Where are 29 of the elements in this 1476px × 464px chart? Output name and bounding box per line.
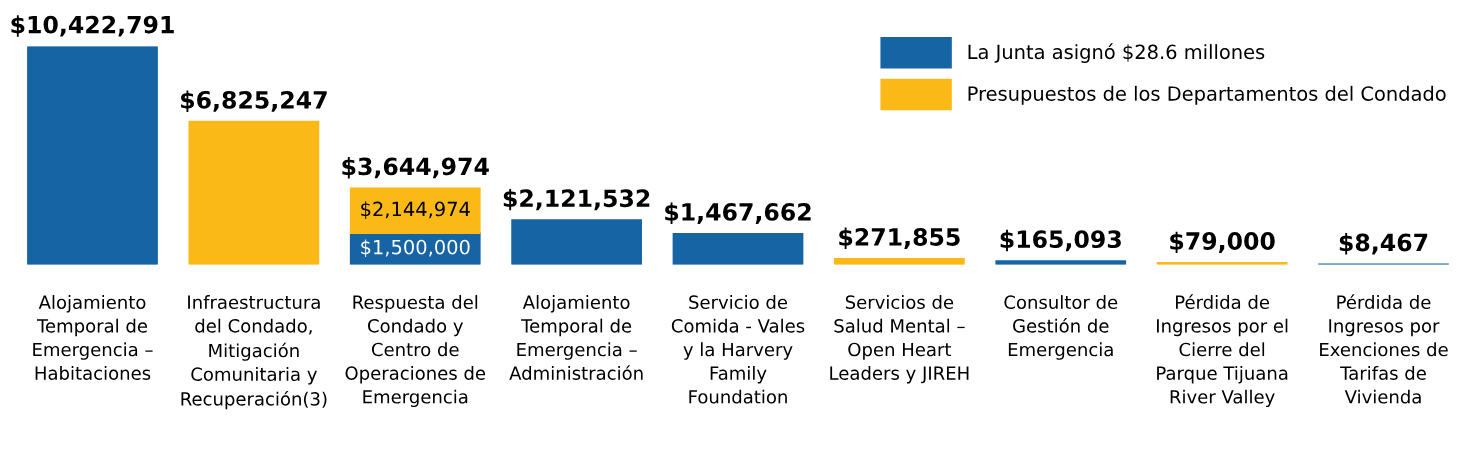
x-tick-label: Consultor de Gestión de Emergencia <box>1004 295 1118 360</box>
x-tick-label: Alojamiento Temporal de Emergencia – Administración <box>509 295 643 380</box>
data-label: $2,144,974 <box>361 201 470 219</box>
total-label: $165,093 <box>1000 229 1121 252</box>
x-tick-label: Pérdida de Ingresos por Exenciones de Tarifas de Vivienda <box>1320 294 1448 404</box>
total-label: $8,467 <box>1339 233 1428 255</box>
total-label: $3,644,974 <box>342 157 489 179</box>
bar <box>833 257 965 265</box>
bar <box>188 120 320 265</box>
bar <box>27 46 158 265</box>
legend-label: La Junta asignó $28.6 millones <box>968 43 1265 63</box>
x-tick-label: Alojamiento Temporal de Emergencia – Habitaciones <box>33 295 153 380</box>
total-label: $2,121,532 <box>503 188 650 211</box>
total-label: $6,825,247 <box>181 90 327 112</box>
x-tick-label: Respuesta del Condado y Centro de Operaciones de Emergencia <box>345 295 486 408</box>
total-label: $10,422,791 <box>11 15 174 37</box>
total-label: $271,855 <box>839 227 960 250</box>
bar <box>672 232 804 265</box>
x-tick-label: Servicios de Salud Mental – Open Heart Leaders y JIREH <box>830 295 969 384</box>
x-tick-label: Servicio de Comida - Vales y la Harvery Family Foundation <box>671 295 805 404</box>
x-tick-label: Pérdida de Ingresos por el Cierre del Parque Tijuana River Valley <box>1157 294 1288 408</box>
data-label: $1,500,000 <box>361 239 470 258</box>
bar <box>995 260 1127 265</box>
bar <box>349 187 481 234</box>
legend-label: Presupuestos de los Departamentos del Condado <box>968 85 1446 105</box>
total-label: $1,467,662 <box>665 202 811 224</box>
total-label: $79,000 <box>1170 231 1275 254</box>
bar <box>511 219 643 265</box>
x-tick-label: Infraestructura del Condado, Mitigación Comunitaria y Recuperación(3) <box>181 295 327 410</box>
